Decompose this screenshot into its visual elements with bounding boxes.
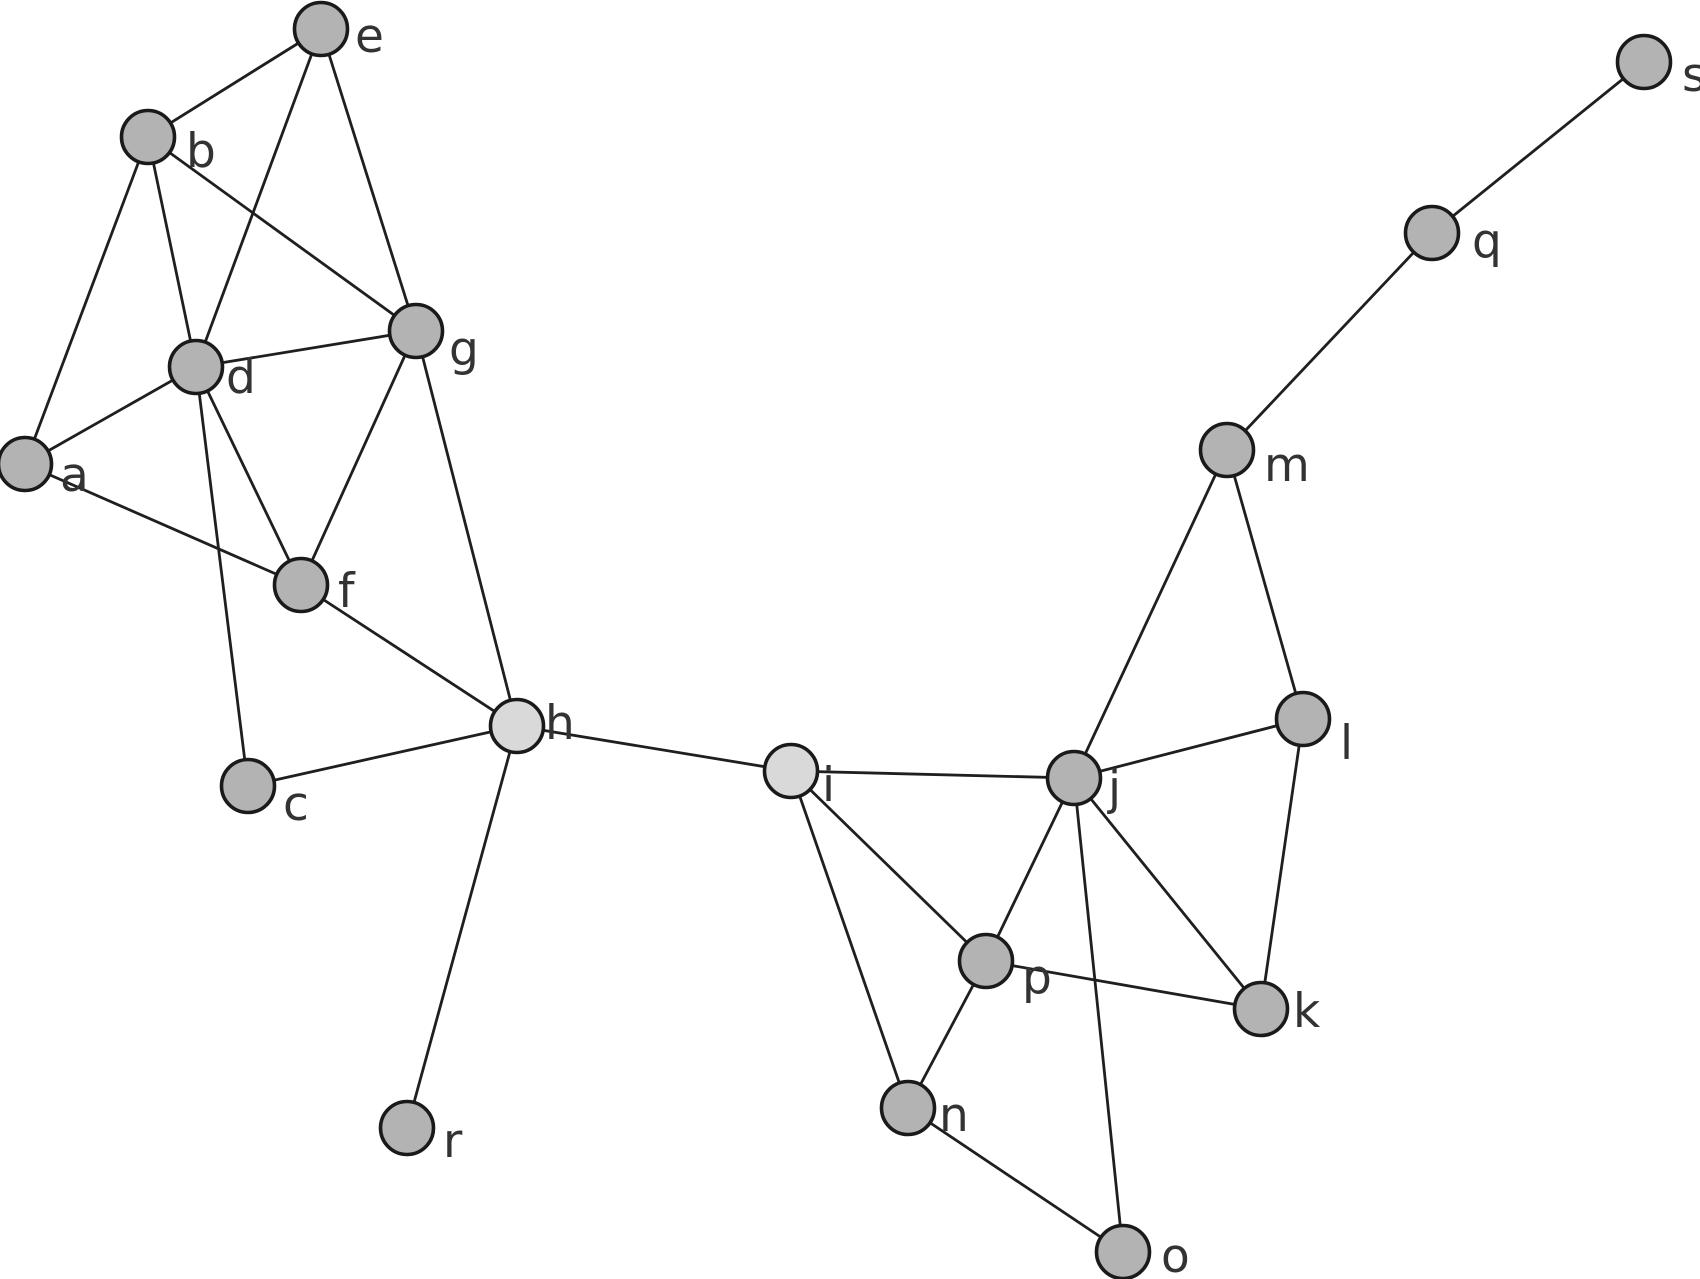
node-l — [1274, 690, 1332, 748]
edge-h-r — [405, 725, 519, 1129]
node-o-label: o — [1161, 1229, 1190, 1279]
labels-layer: a b c d e f g h i j k l m n o p q r s — [60, 9, 1700, 1279]
node-q-label: q — [1472, 214, 1502, 269]
edge-b-d — [146, 136, 198, 368]
node-s-label: s — [1682, 48, 1700, 103]
edge-a-f — [24, 462, 302, 587]
edge-b-e — [147, 27, 322, 139]
edge-l-m — [1225, 449, 1305, 720]
node-f — [272, 556, 330, 614]
node-j-label: j — [1107, 761, 1121, 816]
edge-j-p — [984, 777, 1076, 962]
node-b — [119, 108, 177, 166]
edge-k-l — [1259, 718, 1305, 1010]
node-k-label: k — [1293, 984, 1321, 1039]
edge-d-g — [195, 329, 417, 369]
node-r — [378, 1099, 436, 1157]
edge-j-k — [1072, 777, 1263, 1010]
node-o — [1094, 1223, 1152, 1279]
node-h-label: h — [545, 696, 575, 751]
node-m — [1198, 421, 1256, 479]
edge-c-d — [194, 366, 250, 787]
edge-a-b — [23, 136, 150, 465]
node-d-label: d — [226, 350, 256, 405]
node-r-label: r — [443, 1114, 463, 1169]
node-n-label: n — [939, 1088, 969, 1143]
edge-d-e — [194, 28, 323, 368]
node-e-label: e — [355, 9, 384, 64]
edge-c-h — [247, 724, 518, 788]
node-q — [1403, 204, 1461, 262]
node-d — [167, 338, 225, 396]
edge-f-h — [300, 583, 518, 728]
node-n — [879, 1079, 937, 1137]
node-c — [219, 757, 277, 815]
edge-i-p — [790, 769, 987, 963]
edges-layer — [23, 27, 1645, 1254]
node-j — [1045, 749, 1103, 807]
node-p-label: p — [1022, 950, 1052, 1005]
edge-j-o — [1072, 777, 1125, 1253]
edge-b-g — [147, 135, 417, 333]
node-c-label: c — [283, 777, 309, 832]
edge-k-p — [985, 959, 1262, 1011]
node-f-label: f — [338, 564, 356, 619]
node-g-label: g — [449, 322, 479, 377]
node-e — [292, 0, 350, 58]
node-s — [1615, 33, 1673, 91]
edge-q-s — [1431, 60, 1645, 235]
node-l-label: l — [1340, 716, 1353, 771]
node-i — [762, 742, 820, 800]
node-p — [957, 932, 1015, 990]
edge-m-q — [1225, 232, 1434, 451]
node-b-label: b — [186, 124, 216, 179]
node-g — [387, 302, 445, 360]
node-a-label: a — [60, 448, 89, 503]
edge-e-g — [319, 28, 418, 332]
edge-j-l — [1073, 717, 1304, 780]
edge-g-h — [414, 330, 519, 727]
edge-a-d — [24, 365, 197, 466]
edge-i-j — [790, 769, 1075, 780]
edge-n-o — [907, 1106, 1124, 1254]
node-k — [1232, 980, 1290, 1038]
edge-i-n — [789, 770, 910, 1109]
edge-j-m — [1072, 449, 1229, 779]
node-m-label: m — [1264, 438, 1310, 493]
node-a — [0, 435, 54, 493]
edge-f-g — [299, 330, 418, 586]
node-i-label: i — [822, 758, 835, 813]
node-h — [488, 697, 546, 755]
edge-d-f — [194, 366, 303, 586]
edge-h-i — [516, 724, 792, 773]
